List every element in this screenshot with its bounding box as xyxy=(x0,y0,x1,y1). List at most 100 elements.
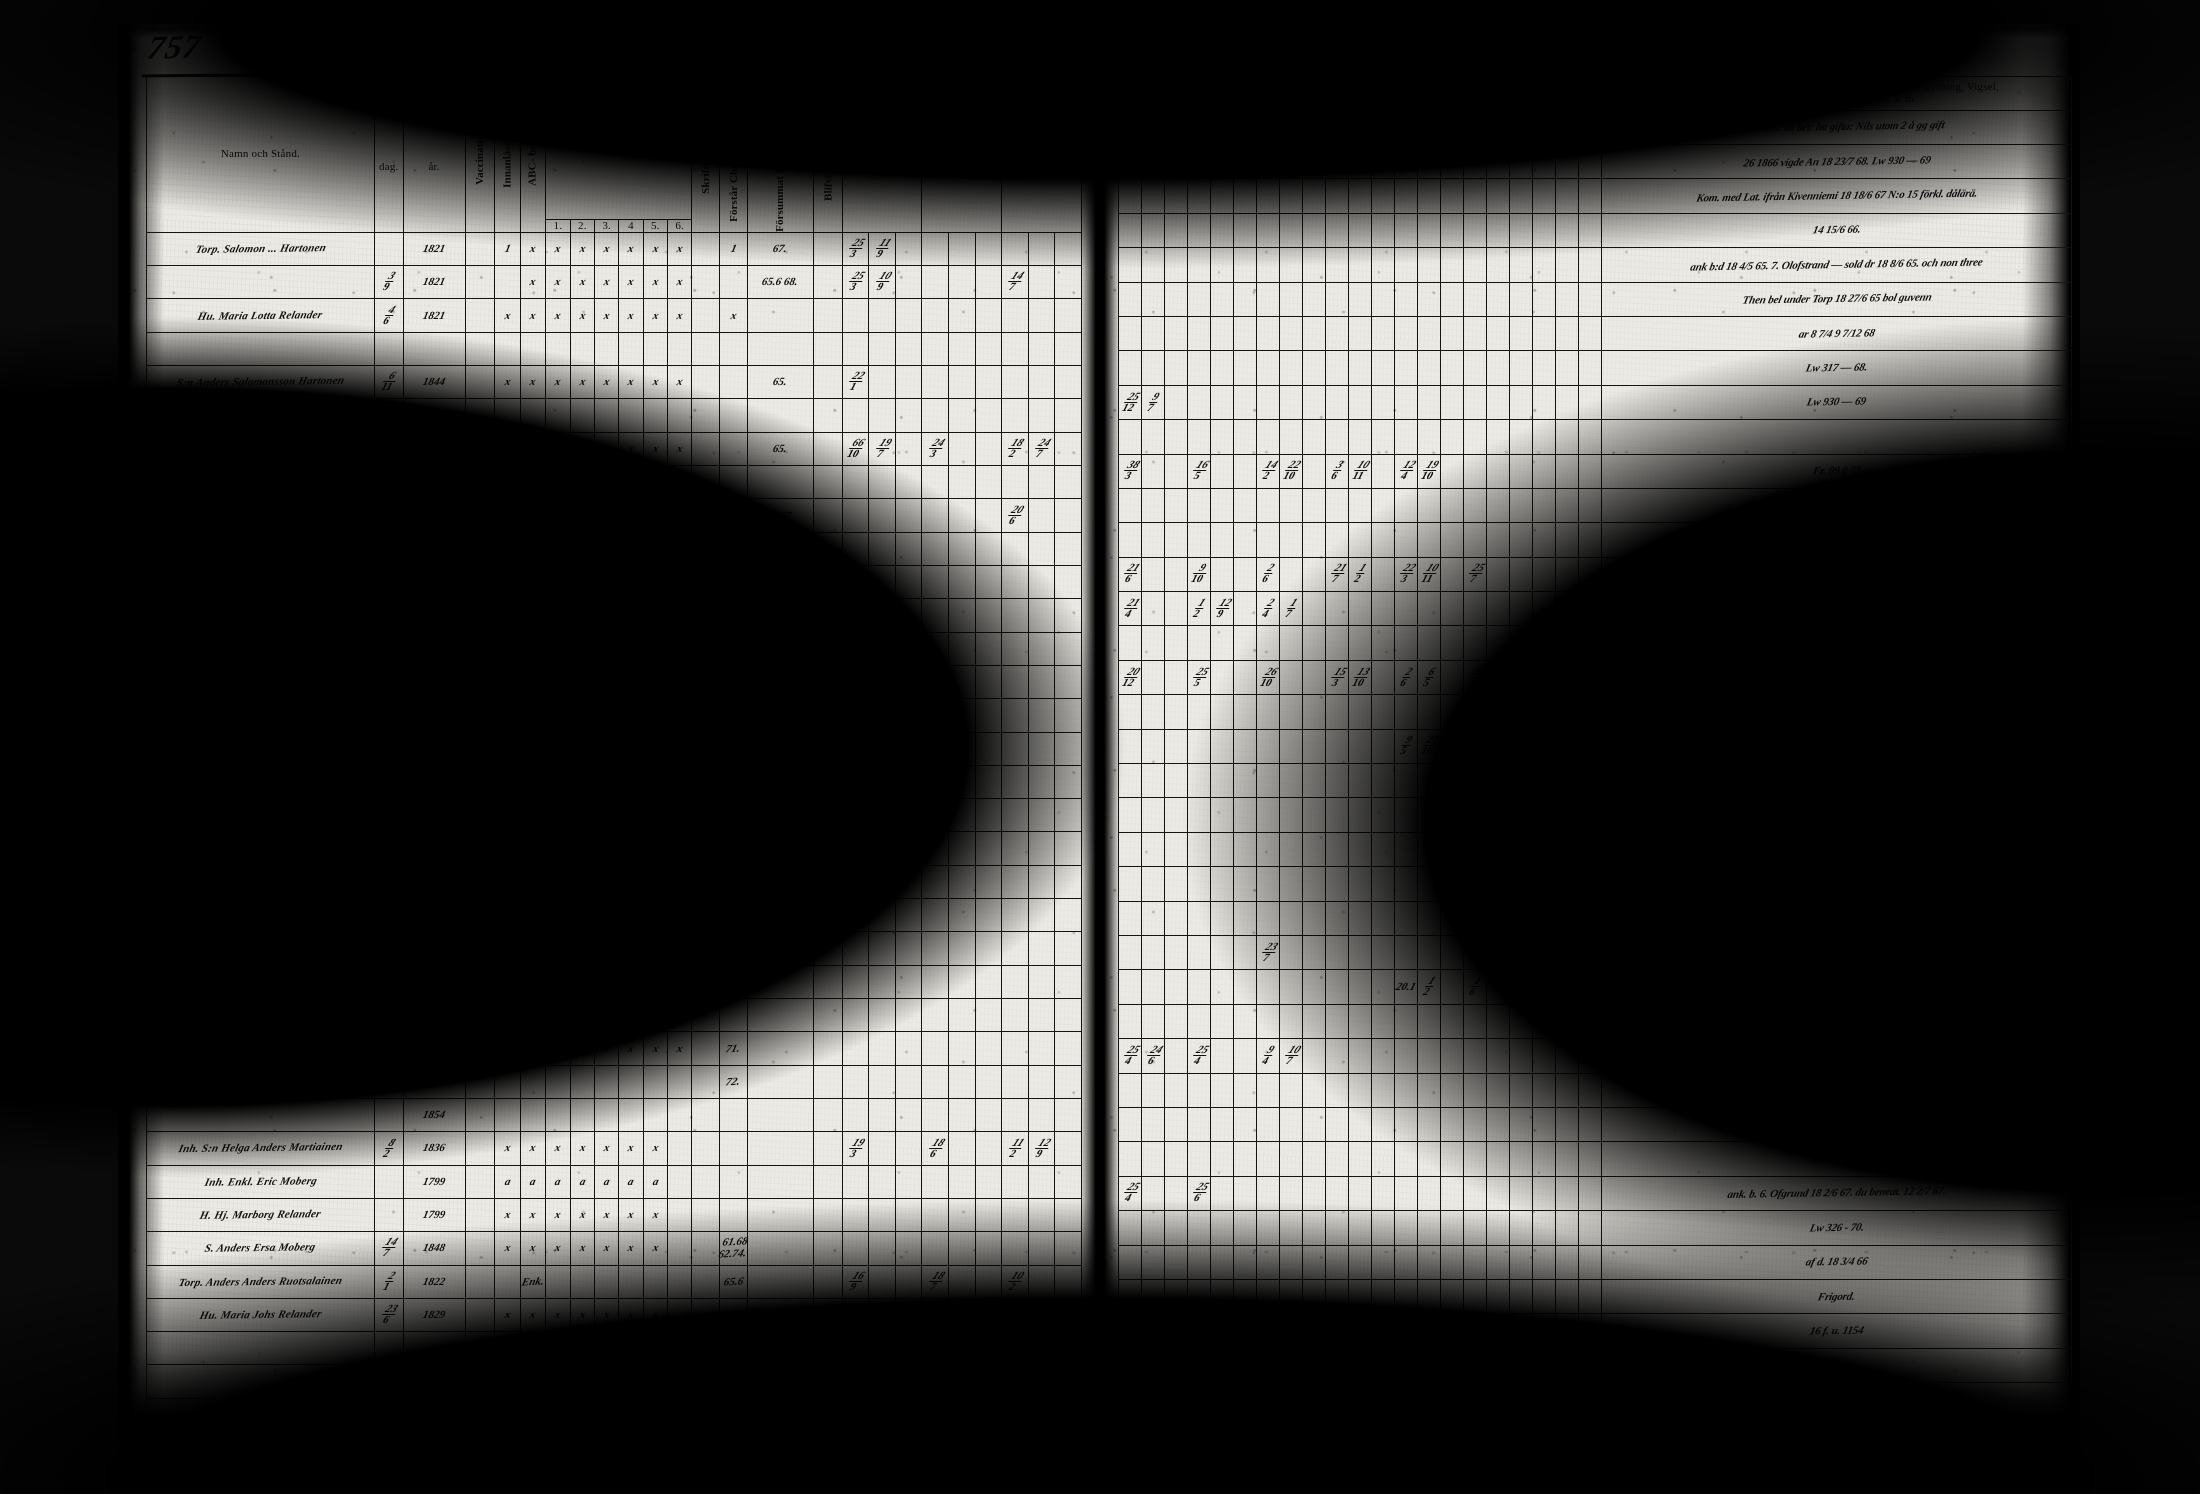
cell-catechism-3[interactable] xyxy=(593,1097,620,1133)
cell-understands[interactable] xyxy=(719,964,748,1000)
cell-communion-1873-2[interactable] xyxy=(1486,934,1510,971)
cell-catechism-2[interactable]: x xyxy=(569,1397,596,1433)
cell-admitted[interactable] xyxy=(813,298,843,333)
cell-communion-1868-1[interactable] xyxy=(1118,728,1142,765)
cell-communion-1874-1[interactable] xyxy=(1532,109,1556,146)
cell-catechism-3[interactable]: x xyxy=(593,1197,620,1233)
cell-communion-1865-1[interactable] xyxy=(841,1164,870,1199)
cell-name[interactable]: N..... i a iu xyxy=(146,598,375,633)
cell-catechism-1[interactable] xyxy=(545,1264,571,1299)
cell-communion-1868-3[interactable] xyxy=(1164,969,1188,1005)
cell-communion-1869-2[interactable] xyxy=(1210,728,1234,765)
cell-catechism-4[interactable] xyxy=(618,564,644,600)
cell-communion-1871-1[interactable] xyxy=(1325,694,1349,730)
cell-communion-1869-3[interactable] xyxy=(1233,384,1257,421)
cell-communion-1871-2[interactable] xyxy=(1348,1278,1372,1315)
cell-communion-1870-2[interactable] xyxy=(1279,763,1303,799)
cell-communion-1870-3[interactable] xyxy=(1302,247,1326,283)
cell-communion-1871-3[interactable] xyxy=(1371,212,1395,249)
cell-communion-1867-1[interactable] xyxy=(1001,831,1029,866)
cell-communion-1868-3[interactable] xyxy=(1164,556,1188,593)
cell-catechism-1[interactable] xyxy=(545,1364,571,1399)
cell-communion-1867-3[interactable] xyxy=(1054,1431,1082,1466)
cell-scripture[interactable] xyxy=(691,298,720,333)
cell-communion-1874-2[interactable] xyxy=(1555,900,1579,937)
cell-name[interactable] xyxy=(146,898,375,933)
cell-communion-1865-3[interactable] xyxy=(894,931,923,966)
cell-communion-1865-2[interactable] xyxy=(868,731,896,766)
cell-communion-1867-1[interactable] xyxy=(1001,231,1029,267)
cell-communion-1865-1[interactable] xyxy=(841,498,870,533)
cell-communion-1868-1[interactable] xyxy=(1118,900,1142,937)
cell-understands[interactable]: 70. xyxy=(719,631,748,666)
cell-communion-1866-1[interactable] xyxy=(921,1297,949,1333)
cell-communion-1867-1[interactable] xyxy=(1001,698,1029,733)
cell-communion-1871-1[interactable] xyxy=(1325,591,1349,627)
cell-communion-1869-2[interactable] xyxy=(1210,144,1234,180)
cell-catechism-1[interactable]: x xyxy=(545,265,571,300)
cell-communion-1868-3[interactable] xyxy=(1164,178,1188,214)
cell-communion-1870-1[interactable] xyxy=(1256,419,1280,455)
cell-scripture[interactable] xyxy=(691,1064,720,1099)
cell-communion-1871-1[interactable] xyxy=(1325,1038,1349,1074)
cell-catechism-6[interactable]: x xyxy=(666,831,693,866)
cell-communion-1869-1[interactable] xyxy=(1187,144,1211,180)
cell-reading[interactable] xyxy=(494,1064,521,1099)
table-row[interactable]: 1 77 f. u. 117 1873. xyxy=(1118,866,2073,902)
cell-communion-1870-1[interactable] xyxy=(1256,1347,1280,1384)
cell-communion-1867-2[interactable] xyxy=(1027,764,1056,800)
cell-communion-1867-1[interactable] xyxy=(1001,631,1029,666)
cell-communion-1867-2[interactable] xyxy=(1027,631,1056,666)
cell-communion-1872-2[interactable] xyxy=(1417,625,1441,661)
cell-catechism-5[interactable]: h xyxy=(642,998,668,1033)
cell-catechism-4[interactable] xyxy=(618,1431,644,1466)
cell-communion-1874-2[interactable] xyxy=(1555,556,1579,593)
cell-communion-1868-1[interactable] xyxy=(1118,144,1142,180)
cell-communion-1869-2[interactable] xyxy=(1210,1106,1234,1143)
cell-communion-1874-3[interactable] xyxy=(1577,1175,1603,1212)
cell-catechism-4[interactable] xyxy=(618,931,644,966)
cell-communion-1874-1[interactable] xyxy=(1532,694,1556,730)
cell-communion-1866-1[interactable] xyxy=(921,664,949,700)
cell-communion-1868-2[interactable] xyxy=(1141,728,1165,765)
cell-communion-1871-3[interactable] xyxy=(1371,763,1395,799)
cell-communion-1874-2[interactable] xyxy=(1555,591,1579,627)
cell-communion-1866-1[interactable] xyxy=(921,798,949,833)
cell-missed[interactable] xyxy=(746,764,815,800)
table-row[interactable] xyxy=(146,1364,1082,1399)
cell-scripture[interactable] xyxy=(691,1264,720,1299)
cell-communion-1865-1[interactable]: 25 3 xyxy=(841,231,870,267)
cell-communion-1869-1[interactable] xyxy=(1187,1313,1211,1349)
cell-communion-1866-1[interactable] xyxy=(921,631,949,666)
cell-reading[interactable] xyxy=(494,731,521,766)
cell-communion-1874-3[interactable] xyxy=(1577,109,1603,146)
table-row[interactable]: ar 8 7/4 9 7/12 68 xyxy=(1118,315,2073,352)
cell-communion-1870-1[interactable] xyxy=(1256,694,1280,730)
cell-communion-1870-3[interactable] xyxy=(1302,1244,1326,1280)
cell-communion-1870-2[interactable] xyxy=(1279,797,1303,833)
cell-vaccination[interactable] xyxy=(464,1097,496,1133)
table-row[interactable]: S:n Anders Paulsson Pelkon 17 11 1848 x x x x x x… xyxy=(146,764,1082,800)
cell-communion-1868-1[interactable] xyxy=(1118,178,1142,214)
cell-communion-1871-3[interactable] xyxy=(1371,866,1395,902)
cell-communion-1874-1[interactable] xyxy=(1532,1278,1556,1315)
cell-communion-1866-3[interactable] xyxy=(974,1164,1003,1199)
cell-catechism-2[interactable]: x xyxy=(569,1031,596,1066)
cell-communion-1870-1[interactable] xyxy=(1256,625,1280,661)
cell-remarks[interactable] xyxy=(1601,728,2073,765)
cell-scripture[interactable] xyxy=(691,398,720,433)
cell-communion-1871-2[interactable] xyxy=(1348,625,1372,661)
cell-remarks[interactable] xyxy=(1601,1347,2073,1384)
cell-communion-1866-3[interactable] xyxy=(974,1097,1003,1133)
cell-vaccination[interactable] xyxy=(464,265,496,300)
cell-communion-1874-1[interactable] xyxy=(1532,453,1556,489)
cell-communion-1869-2[interactable] xyxy=(1210,384,1234,421)
cell-communion-1873-1[interactable] xyxy=(1463,694,1487,730)
cell-communion-1870-2[interactable] xyxy=(1279,350,1303,386)
cell-communion-1870-3[interactable] xyxy=(1302,1278,1326,1315)
cell-communion-1872-3[interactable] xyxy=(1440,659,1464,696)
cell-communion-1867-1[interactable] xyxy=(1001,898,1029,933)
cell-missed[interactable] xyxy=(746,731,815,766)
